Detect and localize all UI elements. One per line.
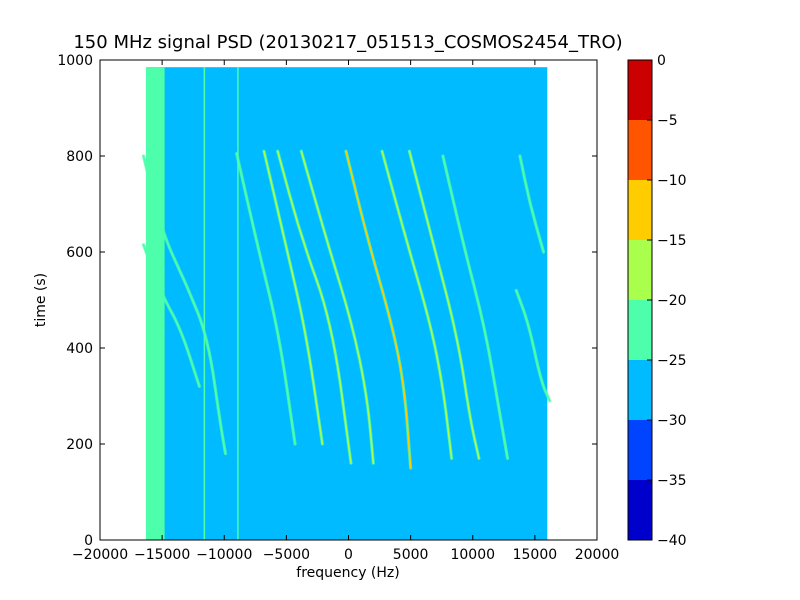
- signal-trace-9: [408, 150, 480, 460]
- x-tick-label: 20000: [575, 547, 620, 563]
- chart-title: 150 MHz signal PSD (20130217_051513_COSM…: [73, 32, 622, 53]
- heatmap-edge-band: [145, 67, 165, 540]
- y-tick-label: 800: [66, 149, 93, 165]
- colorbar-segment: [628, 120, 652, 180]
- x-tick-label: −20000: [72, 547, 128, 563]
- signal-trace-2: [142, 155, 227, 455]
- x-axis: −20000 −15000 −10000 −5000 0 5000 10000 15000 20…: [72, 60, 619, 563]
- signal-trace-11: [515, 289, 551, 402]
- colorbar-tick-label: −20: [657, 293, 687, 309]
- y-tick-label: 600: [66, 245, 93, 261]
- x-tick-label: 0: [344, 547, 353, 563]
- x-tick-label: −10000: [196, 547, 252, 563]
- signal-trace-7: [345, 150, 412, 469]
- colorbar-tick-label: −25: [657, 353, 687, 369]
- colorbar-tick-label: −5: [657, 113, 678, 129]
- colorbar-segment: [628, 60, 652, 120]
- signal-trace-4: [263, 150, 324, 445]
- colorbar-tick-label: −35: [657, 473, 687, 489]
- x-tick-label: 5000: [393, 547, 429, 563]
- x-axis-label: frequency (Hz): [296, 565, 399, 581]
- x-tick-label: −5000: [263, 547, 310, 563]
- colorbar-segment: [628, 360, 652, 420]
- y-tick-label: 1000: [57, 53, 93, 69]
- colorbar-segment: [628, 240, 652, 300]
- y-tick-label: 200: [66, 437, 93, 453]
- colorbar: −40 −35 −30 −25 −20 −15 −10 −5 0: [627, 53, 687, 549]
- signal-trace-5: [276, 150, 352, 464]
- signal-trace-10: [442, 155, 509, 460]
- colorbar-segment: [628, 480, 652, 540]
- colorbar-tick-label: −30: [657, 413, 687, 429]
- y-axis: 0 200 400 600 800 1000: [57, 53, 597, 549]
- x-tick-label: 15000: [513, 547, 558, 563]
- colorbar-segment: [628, 300, 652, 360]
- signal-trace-6: [300, 150, 375, 464]
- y-tick-label: 0: [84, 533, 93, 549]
- x-tick-label: −15000: [134, 547, 190, 563]
- signal-trace-12: [519, 155, 545, 253]
- signal-trace-8: [381, 150, 453, 460]
- x-tick-label: 10000: [450, 547, 495, 563]
- colorbar-tick-label: −10: [657, 173, 687, 189]
- heatmap-layer: [145, 67, 548, 540]
- y-axis-label: time (s): [33, 273, 49, 327]
- colorbar-segment: [628, 180, 652, 240]
- signal-trace-3: [235, 152, 296, 445]
- colorbar-tick-label: 0: [657, 53, 666, 69]
- signal-traces: [141, 149, 552, 470]
- colorbar-tick-label: −40: [657, 533, 687, 549]
- colorbar-tick-label: −15: [657, 233, 687, 249]
- signal-trace-1: [142, 244, 201, 388]
- colorbar-segment: [628, 420, 652, 480]
- y-tick-label: 400: [66, 341, 93, 357]
- plot-area: [99, 59, 598, 541]
